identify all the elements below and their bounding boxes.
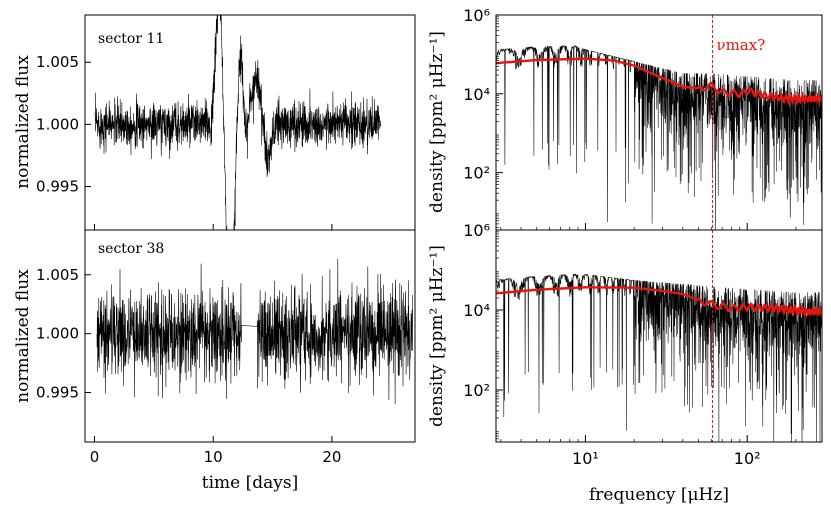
- sector-11-label: sector 11: [98, 31, 164, 47]
- lc-sector-38-ytick-label: 0.995: [36, 384, 79, 402]
- lc-xlabel: time [days]: [202, 473, 298, 493]
- psd-sector-11-smoothed: [496, 57, 822, 107]
- lc-sector-38-axes-frame: [84, 229, 416, 443]
- psd-sector-38-panel: 10² 10⁴ 10⁶ 10¹ 10²: [463, 221, 823, 468]
- psd-sector-38-ytick-label: 10⁴: [463, 301, 490, 320]
- lightcurve-sector-11-panel: 0.995 1.000 1.005: [36, 14, 416, 231]
- psd-xlabel: frequency [μHz]: [589, 485, 729, 505]
- lc-sector-38-ylabel: normalized flux: [13, 269, 33, 403]
- psd-sector-38-ytick-label: 10²: [463, 381, 490, 400]
- lc-sector-38-trace: [96, 258, 413, 405]
- lightcurve-sector-38-panel: 0.995 1.000 1.005 0 10 20: [36, 229, 416, 466]
- psd-sector-11-ytick-label: 10⁶: [463, 6, 490, 25]
- psd-sector-38-spectrum: [496, 273, 822, 442]
- lc-sector-11-ylabel: normalized flux: [13, 55, 33, 189]
- lc-sector-38-ytick-label: 1.000: [36, 325, 79, 343]
- psd-sector-38-ytick-label: 10⁶: [463, 221, 490, 240]
- lc-sector-38-ytick-label: 1.005: [36, 266, 79, 284]
- lc-sector-11-ytick-label: 0.995: [36, 178, 79, 196]
- lc-sector-38-xtick-label: 10: [204, 448, 223, 466]
- psd-sector-11-spectrum: [496, 45, 822, 230]
- psd-sector-11-ytick-label: 10⁴: [463, 85, 490, 104]
- psd-sector-38-ylabel: density [ppm² μHz⁻¹]: [427, 245, 447, 427]
- lc-sector-11-ytick-label: 1.005: [36, 53, 79, 71]
- psd-sector-38-smoothed: [496, 286, 822, 319]
- psd-sector-38-xtick-label: 10¹: [572, 449, 599, 468]
- psd-sector-11-ytick-label: 10²: [463, 164, 490, 183]
- psd-sector-11-ylabel: density [ppm² μHz⁻¹]: [427, 31, 447, 213]
- lc-sector-38-xtick-label: 20: [322, 448, 341, 466]
- numax-annotation: νmax?: [716, 36, 765, 54]
- lc-sector-11-trace: [94, 15, 381, 230]
- lc-sector-38-xtick-label: 0: [90, 448, 100, 466]
- psd-sector-38-xtick-label: 10²: [734, 449, 761, 468]
- lc-sector-11-ytick-label: 1.000: [36, 115, 79, 133]
- sector-38-label: sector 38: [98, 241, 164, 257]
- psd-sector-38-axes-frame: [495, 229, 823, 443]
- psd-sector-11-panel: 10² 10⁴ 10⁶: [463, 6, 823, 231]
